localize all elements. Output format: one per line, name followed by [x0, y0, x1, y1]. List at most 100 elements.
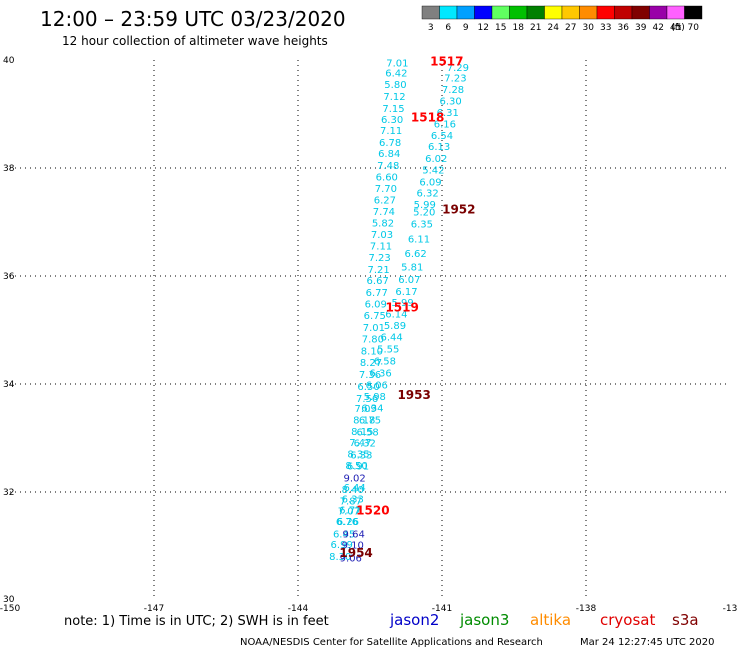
swh-point: 9.64 — [343, 529, 365, 540]
swh-point: 7.07 — [338, 507, 360, 518]
swh-point: 9.06 — [340, 554, 362, 565]
time-label: 1953 — [397, 388, 430, 402]
axis-ticks: -150 -147 -144 -141 -138 -13 30 32 34 36 38 40 — [0, 56, 737, 614]
y-tick-label: 30 — [3, 595, 15, 605]
swh-point: 6.44 — [344, 483, 366, 494]
swh-point: 6.27 — [374, 196, 396, 207]
units-note: note: 1) Time is in UTC; 2) SWH is in fe… — [64, 614, 329, 629]
swh-point: 7.09 — [355, 404, 377, 415]
legend-swatch-70 — [684, 5, 703, 20]
swh-point: 7.03 — [371, 230, 393, 241]
legend-swatch-3 — [421, 5, 440, 20]
legend-label-33: 33 — [600, 23, 611, 33]
time-label: 1952 — [442, 202, 475, 216]
swh-point: 6.09 — [365, 299, 387, 310]
x-tick-label: -144 — [288, 604, 309, 614]
swh-point: 6.67 — [367, 276, 389, 287]
legend-label-12: 12 — [478, 23, 489, 33]
satellite-legend: jason2 jason3 altika cryosat s3a — [389, 611, 699, 629]
legend-label-27: 27 — [565, 23, 576, 33]
swh-point: 6.11 — [408, 235, 430, 246]
color-legend: 3 6 9 12 15 18 21 24 27 30 33 36 39 42 45 70(ft) — [421, 5, 703, 33]
legend-swatch-18 — [509, 5, 528, 20]
sat-legend-jason2: jason2 — [389, 611, 439, 629]
legend-label-45: 45 — [670, 23, 681, 33]
swh-point: 6.50 — [357, 382, 379, 393]
swh-point: 6.26 — [337, 517, 359, 528]
swh-point: 8.15 — [351, 427, 373, 438]
swh-point: 6.13 — [428, 142, 450, 153]
swh-point: 6.30 — [440, 96, 462, 107]
swh-point: 8.10 — [361, 346, 383, 357]
swh-point: 6.06 — [366, 380, 388, 391]
y-tick-label: 40 — [3, 56, 15, 66]
swh-point: 5.82 — [372, 218, 394, 229]
swh-point: 6.33 — [350, 451, 372, 462]
swh-point: 9.02 — [344, 474, 366, 485]
chart-subtitle: 12 hour collection of altimeter wave hei… — [62, 34, 328, 48]
legend-label-18: 18 — [513, 23, 525, 33]
legend-label-70: 70 — [688, 23, 700, 33]
time-label: 1519 — [385, 301, 418, 315]
swh-point: 6.78 — [379, 138, 401, 149]
time-labels: 1517 1518 1519 1520 1952 1953 1954 — [339, 54, 475, 559]
swh-point: 6.02 — [425, 154, 447, 165]
swh-point: 6.58 — [374, 357, 396, 368]
chart-title: 12:00 – 23:59 UTC 03/23/2020 — [40, 7, 346, 31]
y-tick-label: 32 — [3, 488, 14, 498]
legend-label-36: 36 — [618, 23, 630, 33]
legend-swatch-45 — [666, 5, 685, 20]
swh-point: 6.33 — [342, 494, 364, 505]
swh-point: 7.36 — [359, 370, 381, 381]
legend-swatch-24 — [544, 5, 563, 20]
swh-point: 9.10 — [342, 541, 364, 552]
legend-swatch-21 — [526, 5, 545, 20]
swh-point: 5.80 — [384, 80, 406, 91]
swh-point: 6.07 — [398, 275, 420, 286]
swh-point: 5.20 — [413, 208, 435, 219]
legend-swatch-33 — [596, 5, 615, 20]
y-tick-label: 38 — [3, 164, 15, 174]
legend-swatch-9 — [456, 5, 475, 20]
legend-swatch-27 — [561, 5, 580, 20]
swh-point: 6.36 — [369, 368, 391, 379]
legend-swatch-39 — [631, 5, 650, 20]
time-label: 1954 — [339, 546, 372, 560]
swh-point: 5.99 — [392, 298, 414, 309]
swh-point: 7.23 — [444, 74, 466, 85]
swh-point: 6.91 — [347, 461, 369, 472]
sat-legend-s3a: s3a — [672, 611, 699, 629]
swh-point: 6.17 — [395, 287, 417, 298]
swh-point: 7.12 — [383, 92, 405, 103]
data-points: 7.016.425.807.127.156.307.116.786.847.48… — [329, 58, 469, 564]
legend-label-39: 39 — [635, 23, 647, 33]
swh-point: 7.48 — [377, 161, 399, 172]
sat-legend-altika: altika — [530, 611, 571, 629]
swh-point: 6.32 — [354, 439, 376, 450]
legend-swatch-15 — [491, 5, 510, 20]
swh-point: 7.47 — [349, 438, 371, 449]
swh-point: 7.01 — [363, 323, 385, 334]
swh-point: 5.89 — [384, 321, 406, 332]
swh-point: 7.70 — [375, 184, 397, 195]
legend-label-42: 42 — [653, 23, 664, 33]
swh-point: 6.75 — [359, 415, 381, 426]
swh-point: 7.01 — [386, 58, 408, 69]
swh-point: 7.28 — [442, 85, 464, 96]
swh-point: 6.30 — [381, 115, 403, 126]
legend-swatch-36 — [614, 5, 633, 20]
swh-point: 6.77 — [366, 288, 388, 299]
swh-point: 6.58 — [356, 427, 378, 438]
swh-point: 5.81 — [401, 263, 423, 274]
swh-point: 5.55 — [377, 345, 399, 356]
swh-point: 6.45 — [333, 529, 355, 540]
swh-point: 6.34 — [361, 404, 383, 415]
legend-label-15: 15 — [495, 23, 506, 33]
swh-point: 6.09 — [419, 177, 441, 188]
y-tick-label: 36 — [3, 272, 15, 282]
legend-swatch-30 — [579, 5, 598, 20]
legend-swatch-6 — [439, 5, 458, 20]
x-tick-label: -13 — [723, 604, 738, 614]
swh-point: 7.11 — [380, 126, 402, 137]
